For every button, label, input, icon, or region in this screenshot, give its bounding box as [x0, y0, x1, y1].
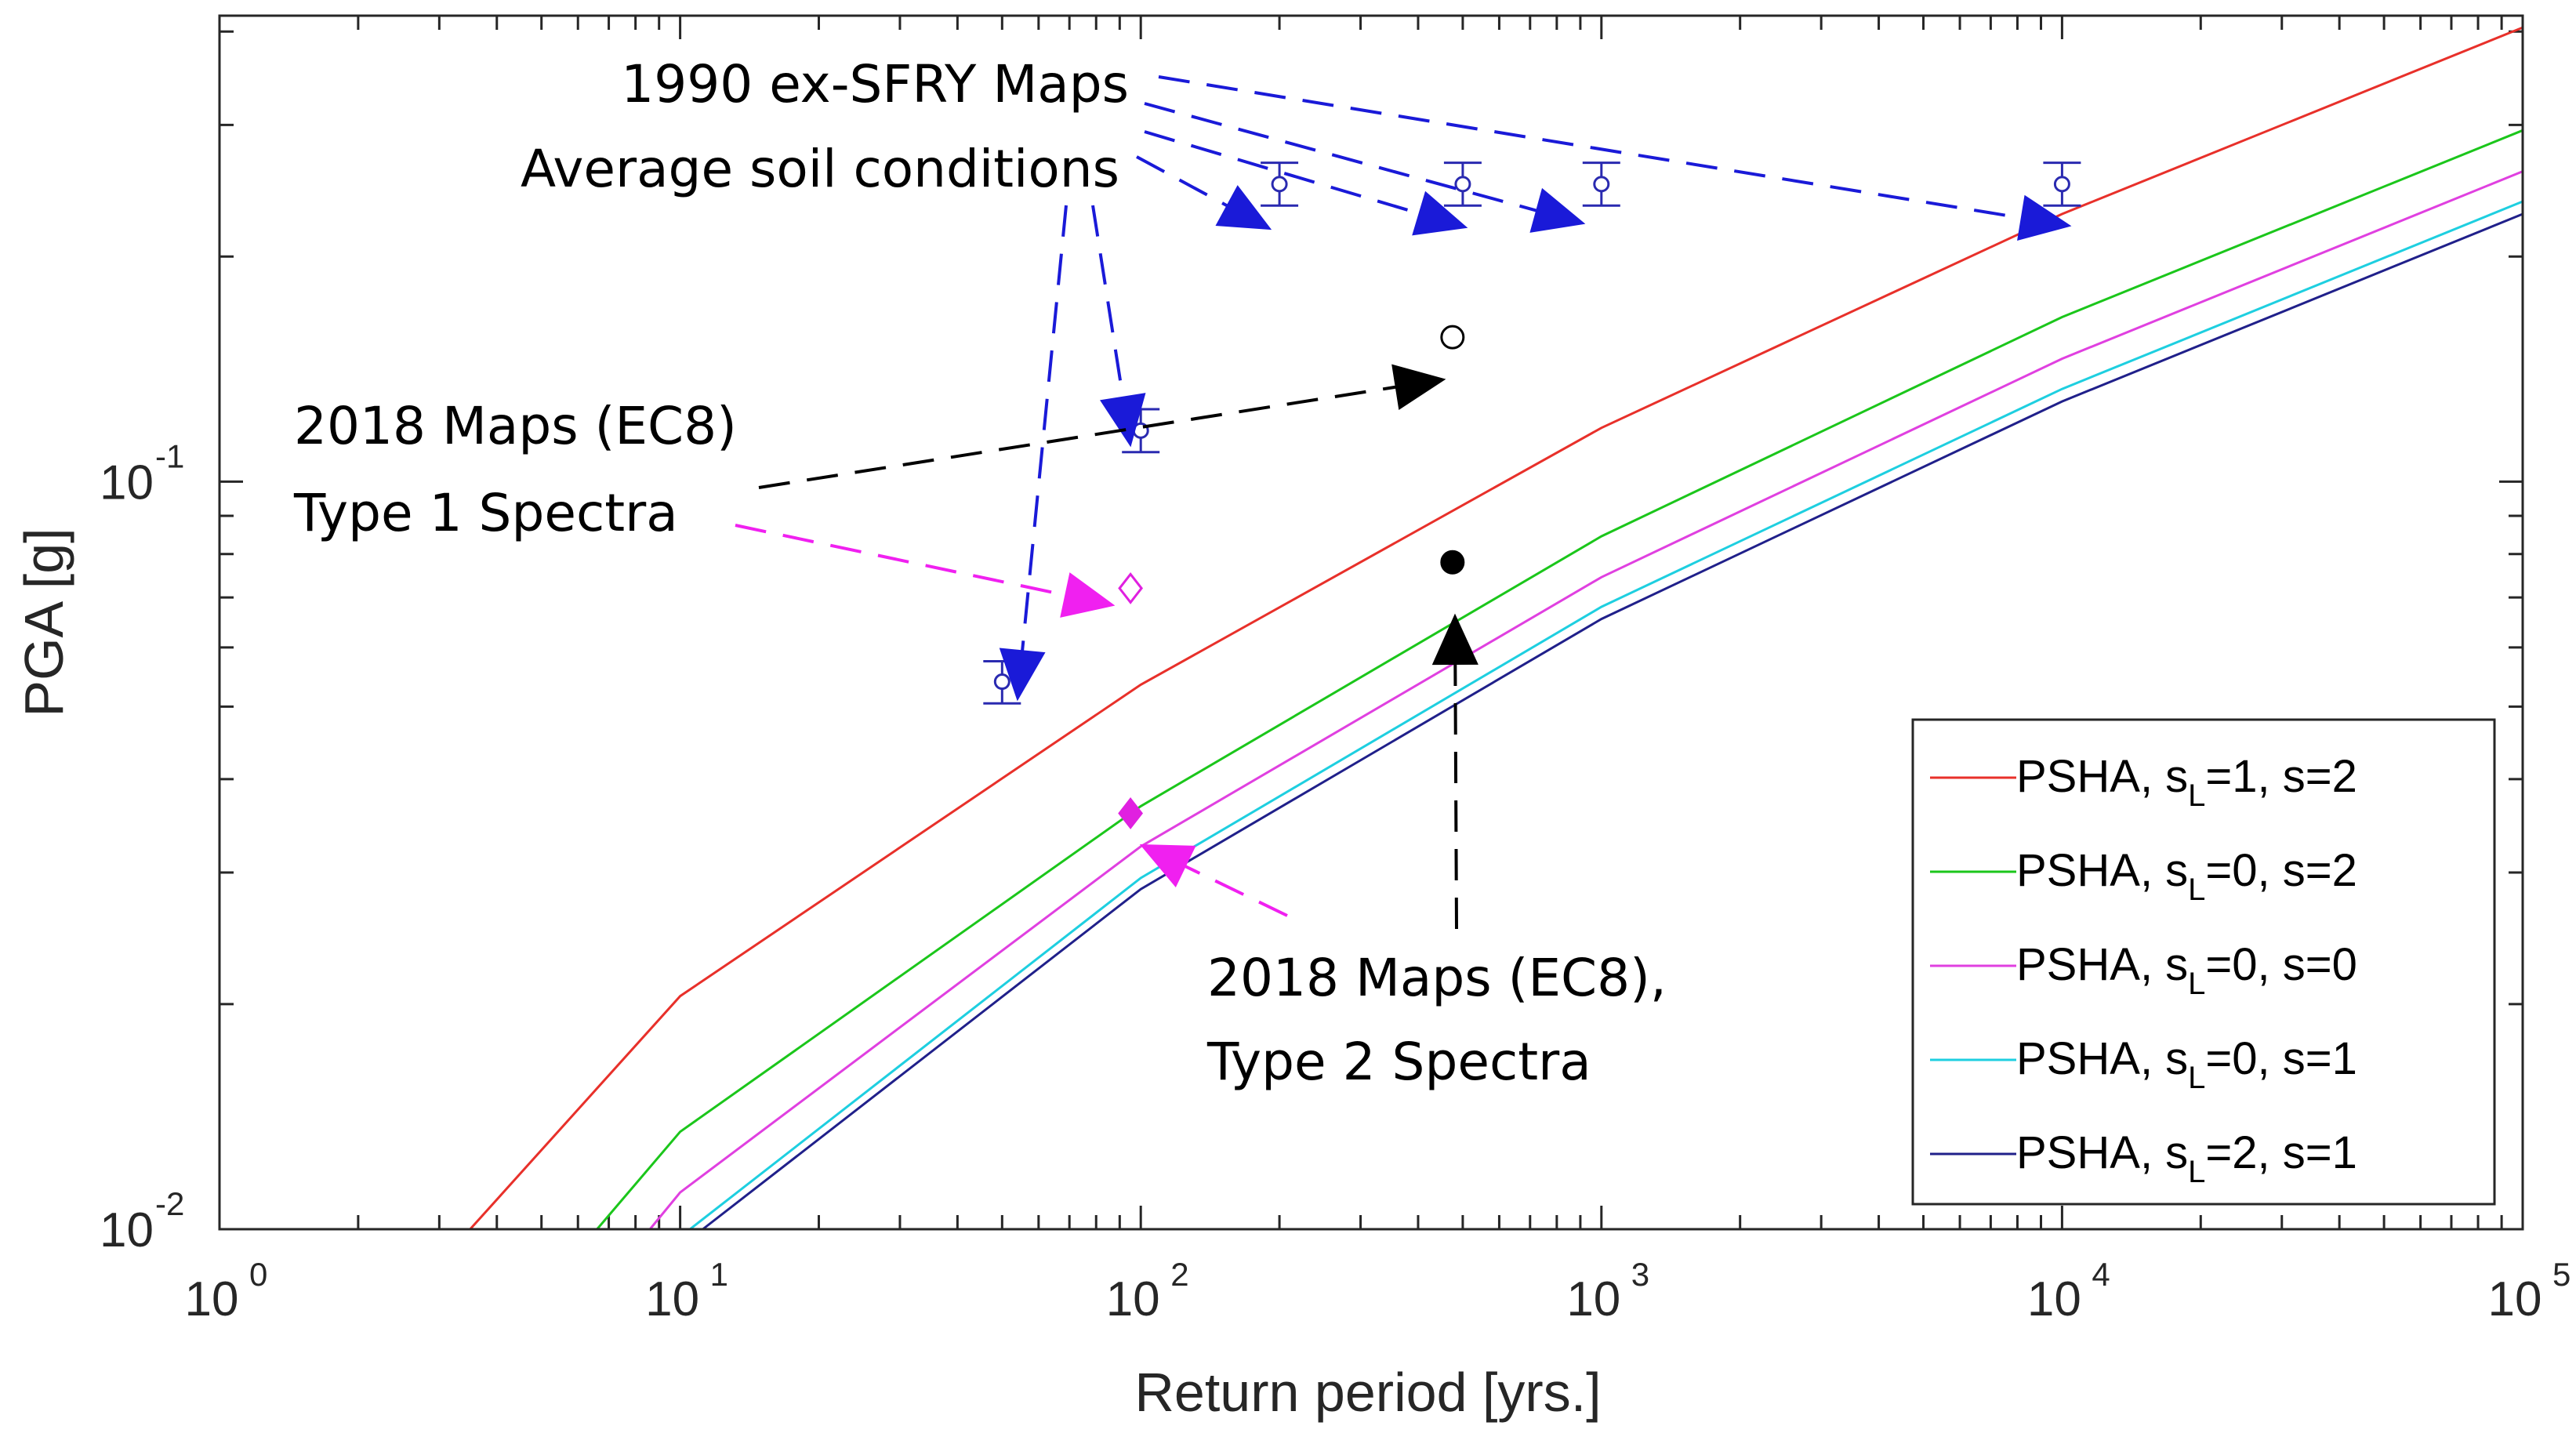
legend-label: PSHA, sL=0, s=1: [2016, 1033, 2357, 1095]
ec8-type2-point: [1440, 550, 1465, 575]
x-tick-label-exponent: 2: [1170, 1256, 1188, 1293]
annotation-2018-ec8-type2: 2018 Maps (EC8),: [1207, 948, 1667, 1008]
arrow-sfry-1000-head: [1529, 187, 1586, 233]
x-tick-label: 10: [2488, 1272, 2542, 1326]
arrow-type2-475-line: [1453, 663, 1458, 930]
x-tick-label: 10: [185, 1272, 239, 1326]
arrow-type1-475-head: [1391, 364, 1446, 410]
arrow-type1-95-head: [1060, 572, 1116, 618]
sfry-point: [1593, 176, 1610, 193]
arrow-type1-95-line: [735, 524, 1066, 597]
sfry-point: [2053, 176, 2070, 193]
y-tick-label-exponent: -1: [155, 437, 184, 474]
sfry-point: [993, 673, 1010, 691]
arrow-sfry-50-head: [999, 648, 1046, 702]
arrow-sfry-1000-line: [1144, 102, 1537, 212]
legend: PSHA, sL=1, s=2 PSHA, sL=0, s=2 PSHA, sL=0…: [1911, 718, 2496, 1206]
annotation-2018-ec8-type1: 2018 Maps (EC8): [294, 396, 737, 456]
ec8-type1-point: [1440, 325, 1465, 350]
x-tick-label: 10: [645, 1272, 699, 1326]
arrow-sfry-500-head: [1412, 190, 1468, 236]
series-line: [596, 129, 2523, 1230]
legend-label: PSHA, sL=0, s=2: [2016, 845, 2357, 907]
arrow-type1-475-line: [758, 385, 1397, 489]
arrow-type2-475-head: [1431, 613, 1478, 666]
sfry-point: [1271, 176, 1288, 193]
arrow-type2-95-line: [1184, 865, 1288, 917]
data-markers: [983, 161, 2081, 829]
sfry-point: [1454, 176, 1471, 193]
y-tick-label: 10: [100, 1203, 154, 1257]
series-line: [689, 200, 2523, 1231]
arrow-type2-95-head: [1139, 844, 1196, 888]
x-tick-label-exponent: 4: [2092, 1256, 2110, 1293]
series-line: [702, 212, 2523, 1231]
legend-label: PSHA, sL=2, s=1: [2016, 1127, 2357, 1189]
plot-frame: [218, 14, 2524, 1231]
annotation-sfry-maps: 1990 ex-SFRY Maps: [621, 54, 1129, 114]
x-tick-label-exponent: 5: [2552, 1256, 2571, 1293]
x-tick-label: 10: [1566, 1272, 1620, 1326]
series-line: [648, 170, 2523, 1230]
psha-curves: [469, 26, 2523, 1231]
tick-labels: 10 0 10 1 10 2 10 3 10 4 10 510 -210 -1: [100, 437, 2571, 1326]
x-tick-label: 10: [1106, 1272, 1160, 1326]
annotation-average-soil: Average soil conditions: [521, 139, 1119, 199]
x-tick-label-exponent: 0: [249, 1256, 267, 1293]
annotation-arrows: [735, 75, 2072, 930]
y-axis-title: PGA [g]: [13, 528, 74, 717]
legend-label: PSHA, sL=1, s=2: [2016, 751, 2357, 813]
arrow-sfry-10000-head: [2017, 194, 2072, 241]
x-tick-label-exponent: 1: [710, 1256, 728, 1293]
y-tick-label-exponent: -2: [155, 1185, 184, 1222]
arrow-sfry-200-head: [1215, 185, 1272, 230]
legend-label: PSHA, sL=0, s=0: [2016, 939, 2357, 1001]
arrow-sfry-100-line: [1091, 205, 1125, 398]
ec8-type1-point: [1118, 571, 1144, 604]
legend-box: [1911, 718, 2496, 1206]
x-tick-label: 10: [2027, 1272, 2081, 1326]
annotation-type1-spectra: Type 1 Spectra: [293, 483, 678, 543]
x-axis-title: Return period [yrs.]: [1134, 1362, 1601, 1423]
y-tick-label: 10: [100, 455, 154, 510]
ec8-type2-point: [1118, 797, 1144, 829]
arrow-sfry-50-line: [1021, 205, 1068, 651]
annotation-type2-spectra: Type 2 Spectra: [1206, 1032, 1591, 1092]
series-line: [469, 26, 2523, 1231]
x-tick-label-exponent: 3: [1631, 1256, 1649, 1293]
arrow-sfry-200-line: [1136, 155, 1228, 208]
arrow-sfry-100-head: [1100, 393, 1146, 448]
